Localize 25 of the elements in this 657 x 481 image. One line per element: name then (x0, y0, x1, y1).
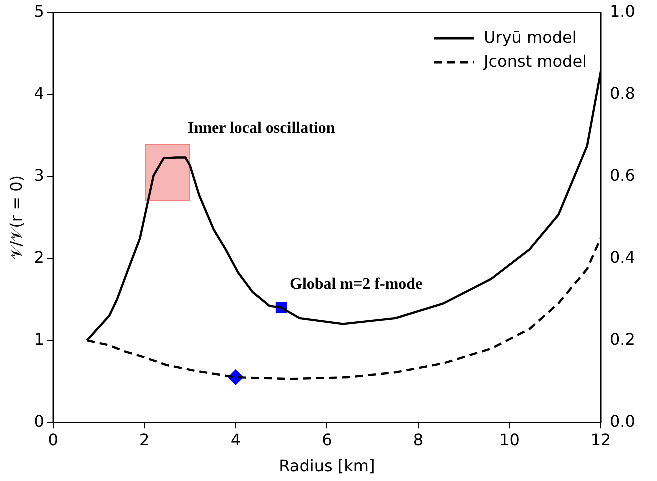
x-tick-label: 0 (48, 430, 58, 450)
x-tick-label: 2 (140, 430, 150, 450)
x-axis-title: Radius [km] (279, 456, 376, 476)
x-tick-label: 8 (413, 430, 424, 450)
x-tick-label: 6 (322, 430, 332, 450)
x-tick-label: 12 (590, 430, 612, 450)
x-tick-label: 10 (500, 430, 520, 450)
y2-tick-label: 0.2 (610, 330, 636, 349)
y-tick-label: 1 (34, 330, 44, 349)
annotation: Global m=2 f-mode (290, 276, 423, 294)
y-tick-label: 2 (34, 248, 44, 267)
y2-tick-label: 0.0 (610, 412, 636, 431)
legend-label: Jconst model (483, 52, 588, 71)
y-axis-title: 𝒱/𝒱(r = 0) (6, 175, 26, 260)
y-tick-label: 4 (34, 84, 44, 103)
y2-tick-label: 0.6 (610, 166, 636, 185)
y-tick-label: 0 (34, 412, 44, 431)
y-tick-label: 3 (34, 166, 44, 185)
x-tick-label: 4 (230, 430, 242, 450)
legend-label: Uryū model (484, 28, 577, 47)
annotation: Inner local oscillation (188, 120, 336, 138)
y-tick-label: 5 (34, 2, 44, 21)
y2-tick-label: 1.0 (610, 2, 636, 21)
y2-tick-label: 0.4 (610, 248, 636, 267)
y2-tick-label: 0.8 (610, 84, 636, 103)
